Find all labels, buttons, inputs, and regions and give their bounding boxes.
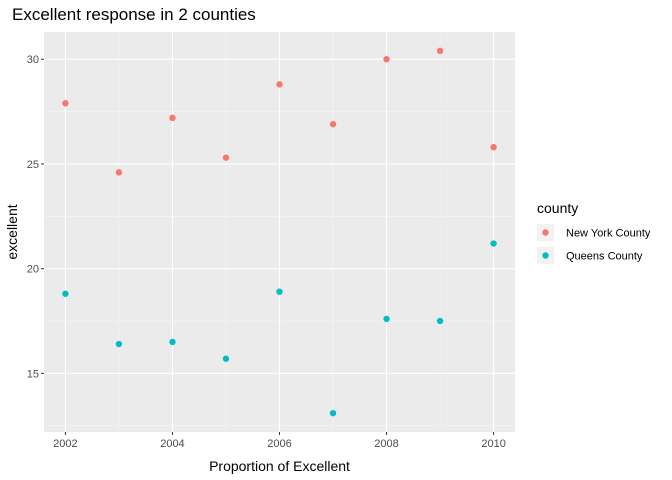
legend-label: New York County [566,228,651,240]
x-tick-label: 2006 [267,438,291,450]
x-tick-label: 2002 [53,438,77,450]
data-point [115,169,123,176]
y-tick-label: 20 [27,264,39,276]
data-point [490,143,497,151]
data-point [329,120,337,128]
chart-title: Excellent response in 2 counties [12,5,256,24]
y-axis-title: excellent [4,204,20,259]
data-point [383,315,390,323]
data-point [62,290,69,297]
data-point [329,409,337,417]
data-point [383,56,390,63]
data-point [222,154,230,161]
data-point [490,240,497,247]
data-point [276,288,283,295]
axes: 2002 2004 2006 2008 2010 15 20 25 30 [27,54,506,450]
data-point [169,338,176,346]
data-points [62,47,497,417]
data-point [169,114,176,122]
y-tick-label: 25 [27,159,39,171]
data-point [276,81,283,88]
x-tick-label: 2008 [374,438,398,450]
legend-marker [542,252,549,259]
legend-items: New York County Queens County [537,224,651,264]
data-point [62,100,69,107]
y-tick-label: 30 [27,54,39,66]
data-point [436,47,444,55]
legend: county New York County Queens County [537,200,651,264]
data-point [115,340,123,348]
legend-title: county [537,200,578,216]
x-tick-label: 2010 [481,438,505,450]
legend-marker [542,229,549,236]
data-point [436,317,444,325]
data-point [222,355,230,362]
x-tick-label: 2004 [160,438,184,450]
grid-lines [44,32,515,432]
x-axis-title: Proportion of Excellent [209,458,350,474]
legend-label: Queens County [566,251,643,263]
y-tick-label: 15 [27,368,39,380]
